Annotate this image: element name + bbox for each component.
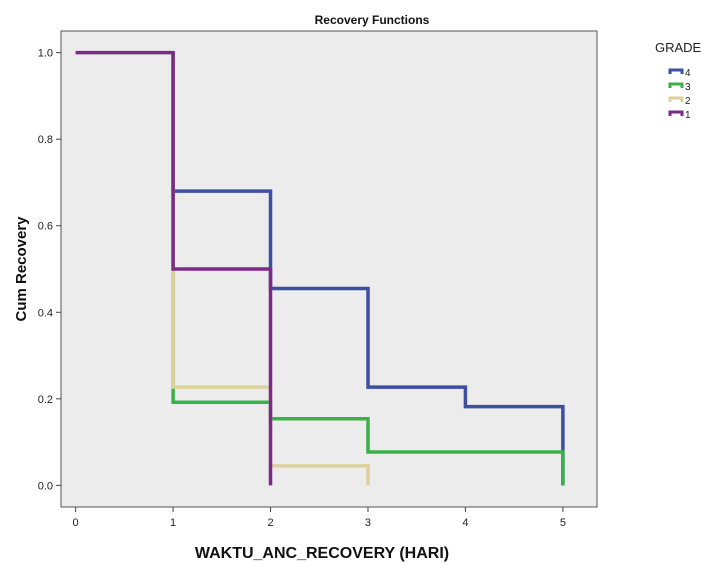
axis-ticks: 0 1 2 3 4 5 0.0 0.2 0.4 0.6 0.8 1.0: [38, 48, 566, 529]
legend-label-grade-2: 2: [685, 96, 691, 107]
y-tick-label: 0.6: [38, 221, 53, 233]
legend-label-grade-3: 3: [685, 82, 691, 93]
legend-swatch-grade-3: [668, 82, 684, 88]
x-tick-label: 3: [365, 517, 371, 529]
legend-swatch-grade-2: [668, 96, 684, 102]
legend-title: GRADE: [655, 40, 702, 55]
series-line-grade-4: [171, 52, 565, 486]
legend-items: 4 3 2 1: [668, 68, 691, 121]
legend-label-grade-1: 1: [685, 110, 691, 121]
legend: GRADE 4 3 2 1: [655, 40, 702, 121]
x-tick-label: 4: [462, 517, 468, 529]
y-tick-label: 0.4: [38, 307, 53, 319]
y-tick-label: 0.8: [38, 134, 53, 146]
x-tick-label: 2: [267, 517, 273, 529]
y-axis-title: Cum Recovery: [13, 216, 30, 322]
legend-swatch-grade-1: [668, 110, 684, 116]
x-tick-label: 0: [73, 517, 79, 529]
y-tick-label: 0.2: [38, 394, 53, 406]
legend-swatch-grade-4: [668, 68, 684, 74]
y-tick-label: 0.0: [38, 480, 53, 492]
legend-label-grade-4: 4: [685, 68, 691, 79]
x-tick-label: 5: [560, 517, 566, 529]
plot-area: [60, 30, 598, 508]
x-axis-title: WAKTU_ANC_RECOVERY (HARI): [195, 545, 449, 562]
series-line-grade-1: [75, 50, 273, 486]
x-tick-label: 1: [170, 517, 176, 529]
y-tick-label: 1.0: [38, 48, 53, 60]
series-layer: [75, 50, 565, 486]
series-line-grade-3: [171, 52, 565, 486]
chart-title: Recovery Functions: [315, 13, 430, 27]
